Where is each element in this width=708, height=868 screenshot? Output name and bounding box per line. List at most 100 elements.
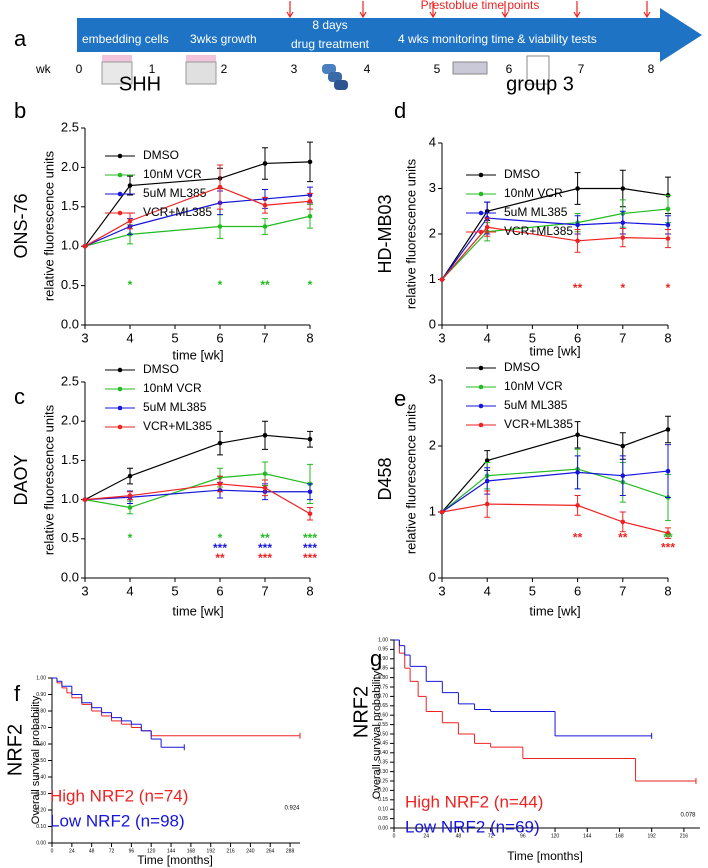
phase-label: embedding cells — [82, 32, 169, 46]
significance-label: * — [620, 281, 625, 295]
significance-label: ** — [618, 531, 628, 545]
significance-label: ** — [573, 531, 583, 545]
timepoints-label: Prestoblue time points — [421, 0, 540, 12]
y-tick-label: 0.85 — [378, 666, 388, 672]
significance-label: *** — [258, 541, 272, 555]
data-point — [82, 497, 88, 502]
x-tick-label: 4 — [484, 330, 491, 345]
data-point — [620, 519, 626, 525]
legend-label: DMSO — [504, 360, 540, 374]
series-line — [84, 473, 311, 509]
legend-label: VCR+ML385 — [504, 417, 573, 431]
x-axis-label: time [wk] — [529, 603, 580, 618]
x-axis-label: Time [months] — [137, 853, 213, 867]
legend-marker — [117, 386, 123, 392]
legend-label: 10nM VCR — [143, 167, 202, 181]
y-tick-label: 0.95 — [378, 647, 388, 653]
data-point — [262, 161, 268, 166]
x-tick-label: 8 — [306, 330, 313, 345]
x-tick-label: 7 — [261, 583, 268, 598]
x-tick-label: 168 — [615, 833, 624, 839]
icon-drug — [322, 64, 336, 74]
data-point — [484, 458, 490, 463]
data-point — [217, 440, 223, 446]
y-tick-label: 0.00 — [378, 825, 388, 831]
y-tick-label: 2 — [429, 437, 436, 452]
y-axis-label: Overall survival probability — [30, 695, 42, 824]
legend-label: DMSO — [143, 148, 179, 162]
chart-title: NRF2 — [4, 724, 26, 776]
icon-drug — [334, 80, 348, 90]
x-tick-label: 120 — [551, 833, 560, 839]
data-point — [620, 443, 626, 449]
panel-letter: a — [14, 26, 27, 51]
significance-label: ** — [573, 281, 583, 295]
y-tick-label: 0.30 — [378, 769, 388, 775]
series-line — [84, 483, 311, 515]
legend-label: VCR+ML385 — [504, 224, 573, 238]
data-point — [665, 427, 671, 432]
data-point — [127, 218, 133, 224]
y-tick-label: 0.65 — [378, 703, 388, 709]
x-tick-label: 3 — [81, 583, 88, 598]
x-tick-label: 120 — [147, 848, 156, 854]
panel-letter: c — [14, 384, 25, 409]
x-tick-label: 7 — [261, 330, 268, 345]
week-label: 3 — [291, 62, 298, 76]
significance-label: *** — [303, 541, 317, 555]
y-tick-label: 1.5 — [61, 452, 79, 467]
data-point — [484, 478, 490, 484]
data-point — [262, 433, 268, 438]
x-tick-label: 216 — [226, 848, 235, 854]
x-tick-label: 3 — [438, 583, 445, 598]
x-tick-label: 96 — [129, 848, 135, 854]
phase-label: 4 wks monitoring time & viability tests — [398, 32, 597, 46]
y-tick-label: 3 — [429, 371, 436, 386]
x-tick-label: 3 — [438, 330, 445, 345]
x-tick-label: 192 — [648, 833, 657, 839]
x-tick-label: 216 — [680, 833, 689, 839]
chart-panel: e D458 relative fluorescence units time [wk… — [375, 360, 676, 618]
chart-title: ONS-76 — [11, 193, 31, 258]
legend-marker — [478, 403, 484, 409]
legend-label: 10nM VCR — [504, 379, 563, 393]
data-point — [620, 220, 626, 225]
significance-label: * — [666, 281, 671, 295]
y-tick-label: 0.05 — [378, 816, 388, 822]
x-axis-label: time [wk] — [172, 603, 223, 618]
y-axis-label: relative fluorescence units — [41, 150, 56, 301]
y-tick-label: 0.40 — [378, 750, 388, 756]
y-tick-label: 0 — [429, 316, 436, 331]
significance-label: * — [218, 278, 223, 292]
y-tick-label: 0.25 — [378, 778, 388, 784]
timeline-arrowhead — [660, 8, 702, 62]
y-tick-label: 0.30 — [36, 791, 46, 797]
y-tick-label: 1 — [429, 271, 436, 286]
x-tick-label: 0 — [393, 833, 396, 839]
y-tick-label: 0.70 — [378, 694, 388, 700]
x-tick-label: 168 — [187, 848, 196, 854]
panel-letter: d — [394, 98, 406, 123]
data-point — [262, 224, 268, 229]
y-tick-label: 0.70 — [36, 725, 46, 731]
y-tick-label: 0.80 — [378, 675, 388, 681]
data-point — [217, 184, 223, 190]
panel-letter: b — [14, 98, 26, 123]
chart-title: D458 — [375, 457, 395, 500]
legend-label: High NRF2 (n=74) — [50, 786, 188, 805]
x-tick-label: 3 — [81, 330, 88, 345]
x-tick-label: 5 — [171, 330, 178, 345]
icon-curve — [526, 55, 550, 85]
x-tick-label: 8 — [664, 330, 671, 345]
y-tick-label: 0 — [429, 569, 436, 584]
timepoint-arrow — [643, 1, 651, 19]
group-label: group 3 — [506, 73, 574, 95]
timepoint-arrow — [501, 1, 509, 19]
legend-marker — [117, 367, 123, 373]
data-point — [307, 489, 313, 495]
y-tick-label: 0.60 — [378, 713, 388, 719]
y-tick-label: 0.50 — [36, 758, 46, 764]
y-tick-label: 1.5 — [61, 198, 79, 213]
legend-marker — [117, 153, 123, 159]
data-point — [665, 236, 671, 241]
